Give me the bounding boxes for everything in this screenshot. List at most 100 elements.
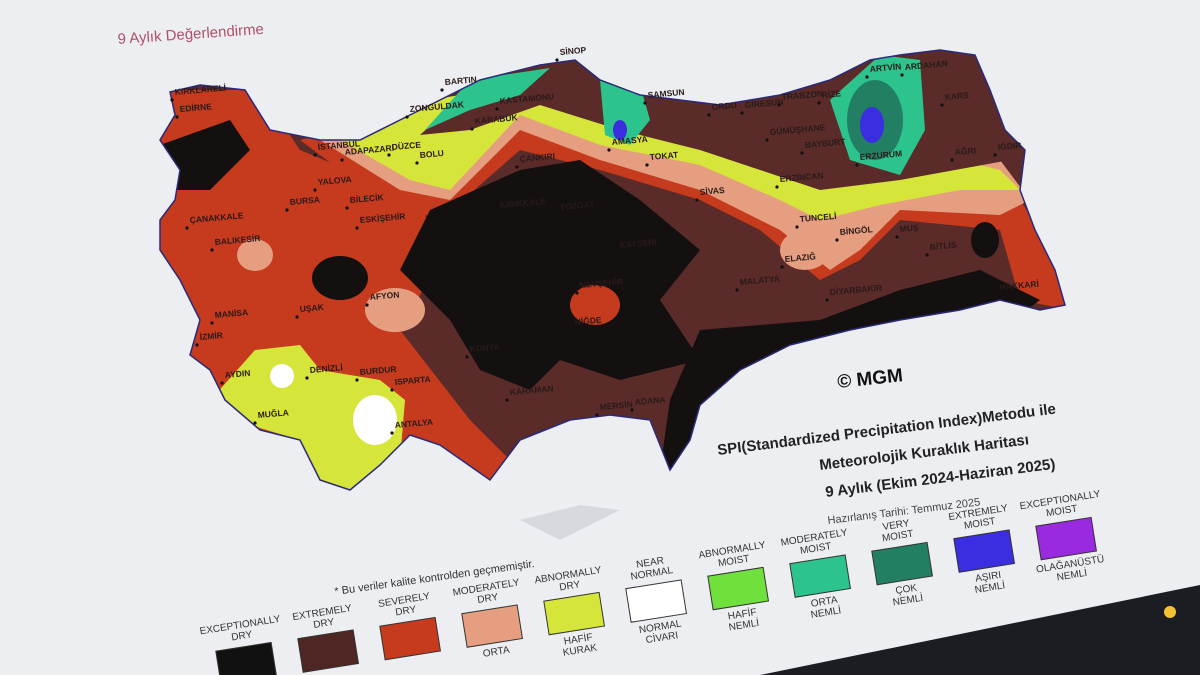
city-dot xyxy=(615,251,619,255)
city-label: İSTANBUL xyxy=(317,138,360,152)
city-dot xyxy=(355,378,359,382)
city-label: DÜZCE xyxy=(391,139,421,152)
city-dot xyxy=(170,98,174,102)
city-label: SAMSUN xyxy=(647,87,685,100)
city-dot xyxy=(570,328,574,332)
city-label: SİNOP xyxy=(559,45,587,57)
city-dot xyxy=(765,138,769,142)
city-label: ADAPAZARI xyxy=(344,143,394,157)
city-label: YOZGAT xyxy=(559,199,595,212)
legend-swatch xyxy=(625,579,688,623)
city-label: MANİSA xyxy=(214,307,248,320)
legend-item: VERYMOIST ÇOKNEMLİ xyxy=(871,518,934,609)
zone-exceptional-thrace xyxy=(160,120,250,190)
city-label: ÇANAKKALE xyxy=(189,210,244,225)
city-dot xyxy=(775,185,779,189)
legend-swatch xyxy=(953,529,1016,573)
city-label: KONYA xyxy=(469,341,500,354)
city-dot xyxy=(505,398,509,402)
legend-turkish: ÇOKNEMLİ xyxy=(890,582,924,609)
city-label: KIRIKKALE xyxy=(499,196,546,210)
city-dot xyxy=(995,293,999,297)
legend-swatch xyxy=(871,541,934,586)
city-label: KIRKLARELİ xyxy=(174,83,226,97)
city-label: NİĞDE xyxy=(574,314,602,327)
city-dot xyxy=(607,148,611,152)
city-dot xyxy=(780,265,784,269)
zone-afyon xyxy=(365,288,425,332)
zone-sw-normal xyxy=(353,395,397,445)
city-dot xyxy=(817,101,821,105)
city-label: ÇANKIRI xyxy=(519,151,555,164)
city-dot xyxy=(355,226,359,230)
city-label: AMASYA xyxy=(611,134,648,147)
city-label: ERZİNCAN xyxy=(779,170,824,184)
city-label: UŞAK xyxy=(299,302,325,314)
city-label: ARDAHAN xyxy=(904,58,948,72)
city-label: BİNGÖL xyxy=(839,224,873,237)
city-label: ZONGULDAK xyxy=(409,99,465,114)
zone-sw-dry xyxy=(215,345,405,490)
city-dot xyxy=(940,103,944,107)
city-dot xyxy=(950,158,954,162)
city-label: ERZURUM xyxy=(859,148,902,162)
city-label: TUNCELİ xyxy=(799,211,837,224)
city-label: ADANA xyxy=(634,394,665,407)
zone-exceptional-east xyxy=(971,222,999,258)
legend-turkish: ORTANEMLİ xyxy=(808,594,842,621)
legend-swatch xyxy=(379,616,442,661)
city-label: DİYARBAKIR xyxy=(829,282,882,297)
legend-swatch xyxy=(1035,516,1098,561)
city-dot xyxy=(365,303,369,307)
city-dot xyxy=(795,225,799,229)
city-dot xyxy=(555,213,559,217)
monitor-bezel xyxy=(760,585,1200,675)
city-label: AFYON xyxy=(369,289,400,302)
city-dot xyxy=(465,355,469,359)
zone-balikesir xyxy=(237,239,273,271)
zone-exceptional-center xyxy=(400,160,700,390)
zone-ne-extreme xyxy=(860,107,884,143)
city-dot xyxy=(253,421,257,425)
city-dot xyxy=(210,321,214,325)
city-label: IĞDIR xyxy=(997,139,1021,152)
city-dot xyxy=(210,248,214,252)
zone-nevsehir xyxy=(570,285,620,325)
city-label: KARABÜK xyxy=(474,112,519,126)
city-dot xyxy=(285,208,289,212)
city-dot xyxy=(595,413,599,417)
country-outline xyxy=(159,49,1066,491)
legend-swatch xyxy=(789,554,852,598)
legend-turkish: ORTA xyxy=(482,645,511,660)
city-label: KARAMAN xyxy=(509,383,554,397)
city-label: MERSİN xyxy=(599,399,633,412)
city-label: BİLECİK xyxy=(349,192,385,205)
city-dot xyxy=(313,153,317,157)
city-label: BURDUR xyxy=(359,364,397,377)
city-dot xyxy=(835,238,839,242)
city-dot xyxy=(707,113,711,117)
city-label: GİRESUN xyxy=(744,97,783,110)
city-dot xyxy=(900,73,904,77)
zone-samsun-core xyxy=(613,120,627,140)
city-label: EDİRNE xyxy=(179,101,212,114)
legend-swatch xyxy=(543,591,606,636)
legend-english: VERYMOIST xyxy=(880,518,915,545)
city-label: GÜMÜŞHANE xyxy=(769,122,826,137)
city-dot xyxy=(740,111,744,115)
city-dot xyxy=(865,75,869,79)
city-dot xyxy=(895,235,899,239)
city-label: MALATYA xyxy=(739,274,780,287)
city-dot xyxy=(630,408,634,412)
city-dot xyxy=(387,153,391,157)
city-dot xyxy=(305,376,309,380)
legend-turkish: HAFİFKURAK xyxy=(560,630,598,659)
city-label: ANTALYA xyxy=(394,417,433,430)
city-dot xyxy=(440,88,444,92)
city-label: TRABZON xyxy=(781,88,823,102)
city-label: SİVAS xyxy=(699,185,725,197)
